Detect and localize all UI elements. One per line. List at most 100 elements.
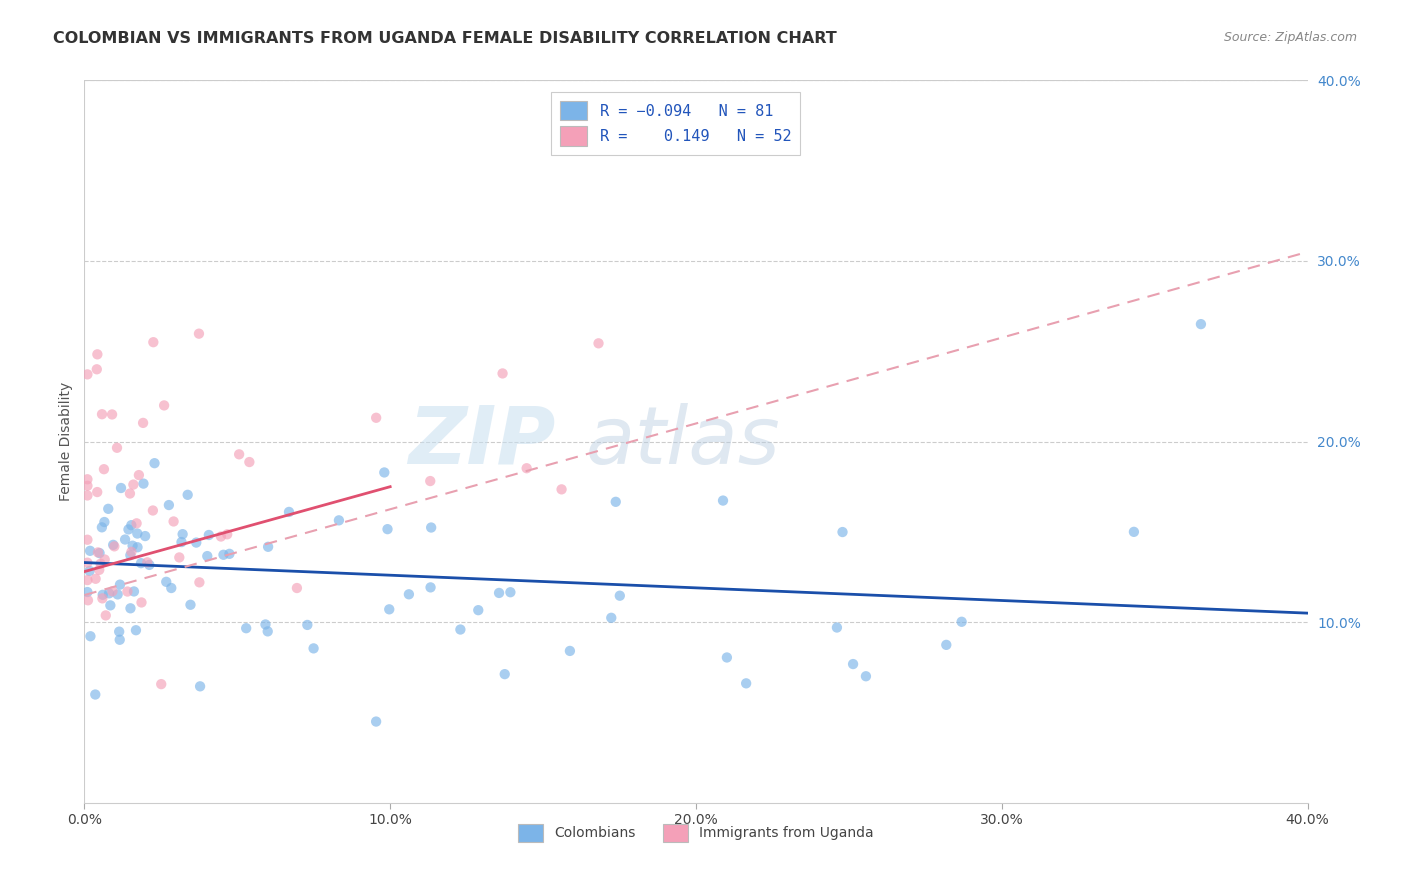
Point xyxy=(79,564,101,578)
Point xyxy=(93,552,115,566)
Point xyxy=(87,545,110,559)
Point xyxy=(86,485,108,500)
Point xyxy=(89,563,111,577)
Point xyxy=(142,335,165,350)
Point xyxy=(93,462,115,476)
Point xyxy=(600,611,623,625)
Point xyxy=(120,601,142,615)
Point xyxy=(76,472,98,486)
Point xyxy=(143,456,166,470)
Point xyxy=(188,679,211,693)
Point xyxy=(76,368,98,382)
Point xyxy=(93,515,115,529)
Point xyxy=(79,544,101,558)
Point xyxy=(91,407,114,421)
Point xyxy=(176,488,198,502)
Point xyxy=(108,624,131,639)
Point xyxy=(98,599,121,613)
Point xyxy=(377,522,399,536)
Point xyxy=(558,644,581,658)
Point xyxy=(117,584,139,599)
Point xyxy=(127,541,149,555)
Point xyxy=(855,669,877,683)
Point xyxy=(716,650,738,665)
Point xyxy=(91,591,114,606)
Point xyxy=(155,574,177,589)
Point xyxy=(499,585,522,599)
Point xyxy=(494,667,516,681)
Point xyxy=(125,624,148,638)
Point xyxy=(449,623,471,637)
Y-axis label: Female Disability: Female Disability xyxy=(59,382,73,501)
Point xyxy=(76,479,98,493)
Point xyxy=(179,598,201,612)
Point xyxy=(212,548,235,562)
Point xyxy=(711,493,734,508)
Point xyxy=(76,585,98,599)
Point xyxy=(278,505,301,519)
Point xyxy=(605,495,627,509)
Point xyxy=(138,558,160,572)
Point xyxy=(516,461,538,475)
Point xyxy=(79,629,101,643)
Point xyxy=(84,688,107,702)
Point xyxy=(257,540,280,554)
Point xyxy=(120,518,142,533)
Point xyxy=(127,526,149,541)
Point xyxy=(131,595,153,609)
Text: ZIP: ZIP xyxy=(408,402,555,481)
Point xyxy=(588,336,610,351)
Point xyxy=(157,498,180,512)
Point xyxy=(120,545,142,559)
Point xyxy=(420,520,443,534)
Point xyxy=(825,621,848,635)
Point xyxy=(89,546,111,560)
Point xyxy=(550,483,572,497)
Point xyxy=(366,410,388,425)
Point xyxy=(328,513,350,527)
Point xyxy=(609,589,631,603)
Point xyxy=(198,528,221,542)
Point xyxy=(235,621,257,635)
Point xyxy=(935,638,957,652)
Legend: Colombians, Immigrants from Uganda: Colombians, Immigrants from Uganda xyxy=(509,815,883,850)
Point xyxy=(114,533,136,547)
Point xyxy=(188,575,211,590)
Point xyxy=(128,468,150,483)
Point xyxy=(842,657,865,671)
Point xyxy=(105,441,128,455)
Point xyxy=(153,398,176,412)
Point xyxy=(195,549,218,563)
Point xyxy=(398,587,420,601)
Point xyxy=(1122,524,1144,539)
Point xyxy=(162,515,184,529)
Point xyxy=(121,539,143,553)
Text: COLOMBIAN VS IMMIGRANTS FROM UGANDA FEMALE DISABILITY CORRELATION CHART: COLOMBIAN VS IMMIGRANTS FROM UGANDA FEMA… xyxy=(53,31,837,46)
Point xyxy=(170,535,193,549)
Point xyxy=(218,547,240,561)
Point xyxy=(169,550,191,565)
Point xyxy=(488,586,510,600)
Point xyxy=(285,581,308,595)
Point xyxy=(91,588,114,602)
Point xyxy=(122,477,145,491)
Point xyxy=(228,447,250,461)
Point xyxy=(101,408,124,422)
Point xyxy=(84,572,107,586)
Point xyxy=(90,557,112,571)
Point xyxy=(378,602,401,616)
Point xyxy=(419,474,441,488)
Point xyxy=(76,573,98,587)
Point xyxy=(134,529,156,543)
Point xyxy=(186,535,208,549)
Point xyxy=(373,466,395,480)
Point xyxy=(94,608,117,623)
Point xyxy=(107,587,129,601)
Point xyxy=(76,556,98,570)
Point xyxy=(129,556,152,570)
Point xyxy=(831,524,853,539)
Point xyxy=(467,603,489,617)
Point xyxy=(491,367,513,381)
Point xyxy=(238,455,260,469)
Point xyxy=(98,586,121,600)
